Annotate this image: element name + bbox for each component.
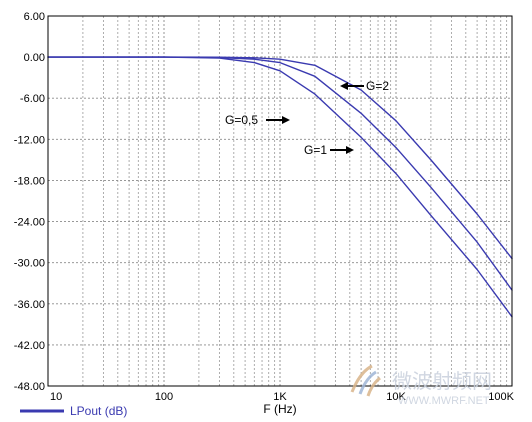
watermark-text-en: WWW.MWRF.NET bbox=[398, 395, 490, 407]
legend: LPout (dB) bbox=[20, 404, 127, 418]
legend-label: LPout (dB) bbox=[70, 404, 127, 418]
annotation-g1: G=1 bbox=[304, 143, 354, 157]
grid bbox=[48, 16, 512, 386]
y-tick-label: -48.00 bbox=[14, 381, 45, 393]
watermark: 微波射频网 WWW.MWRF.NET bbox=[350, 364, 492, 407]
y-tick-label: 6.00 bbox=[24, 11, 45, 23]
y-tick-label: -30.00 bbox=[14, 258, 45, 270]
y-tick-label: -36.00 bbox=[14, 299, 45, 311]
x-axis-title: F (Hz) bbox=[263, 402, 296, 416]
x-tick-label: 100 bbox=[155, 391, 173, 403]
series-layer bbox=[47, 56, 513, 318]
x-tick-label: 10K bbox=[386, 391, 406, 403]
y-tick-label: 0.00 bbox=[24, 52, 45, 64]
annotation-label: G=0,5 bbox=[225, 113, 258, 127]
y-tick-label: -12.00 bbox=[14, 134, 45, 146]
x-tick-label: 100K bbox=[488, 391, 514, 403]
x-tick-label: 10 bbox=[50, 391, 62, 403]
watermark-logo-icon bbox=[350, 364, 381, 397]
watermark-text-cn: 微波射频网 bbox=[392, 369, 492, 393]
arrow-right-icon bbox=[346, 146, 354, 154]
x-tick-label: 1K bbox=[273, 391, 287, 403]
annotation-label: G=1 bbox=[304, 143, 327, 157]
y-tick-label: -24.00 bbox=[14, 217, 45, 229]
y-tick-labels: 6.00 0.00 -6.00 -12.00 -18.00 -24.00 -30.00 -36… bbox=[14, 11, 45, 393]
plot-frame bbox=[47, 15, 513, 387]
y-tick-label: -42.00 bbox=[14, 340, 45, 352]
annotation-g2: G=2 bbox=[340, 79, 389, 93]
annotation-label: G=2 bbox=[366, 79, 389, 93]
y-tick-label: -18.00 bbox=[14, 175, 45, 187]
series-line bbox=[47, 56, 513, 260]
y-tick-label: -6.00 bbox=[20, 93, 45, 105]
annotation-g05: G=0,5 bbox=[225, 113, 290, 127]
arrow-right-icon bbox=[282, 116, 290, 124]
x-tick-labels: 10 100 1K 10K 100K bbox=[50, 391, 515, 403]
arrow-left-icon bbox=[340, 82, 348, 90]
